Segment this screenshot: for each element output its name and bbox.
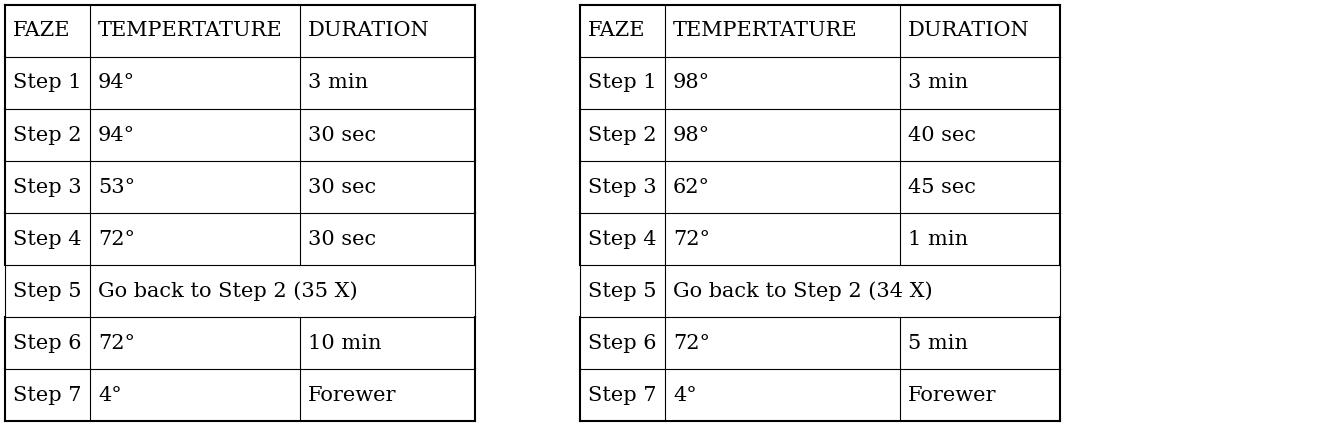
Text: Forewer: Forewer <box>908 385 996 405</box>
Text: 72°: 72° <box>673 334 710 352</box>
Text: 94°: 94° <box>98 74 136 92</box>
Text: Step 2: Step 2 <box>13 126 82 144</box>
Text: 53°: 53° <box>98 177 136 197</box>
Text: 62°: 62° <box>673 177 710 197</box>
Text: FAZE: FAZE <box>588 21 646 41</box>
Text: Step 3: Step 3 <box>588 177 656 197</box>
Text: Forewer: Forewer <box>308 385 397 405</box>
Text: 30 sec: 30 sec <box>308 126 376 144</box>
Text: 30 sec: 30 sec <box>308 229 376 249</box>
Text: TEMPERTATURE: TEMPERTATURE <box>673 21 858 41</box>
Text: Step 1: Step 1 <box>588 74 656 92</box>
Text: 10 min: 10 min <box>308 334 381 352</box>
Text: 98°: 98° <box>673 74 710 92</box>
Text: 3 min: 3 min <box>908 74 969 92</box>
Text: DURATION: DURATION <box>308 21 430 41</box>
Text: Step 6: Step 6 <box>13 334 82 352</box>
Text: FAZE: FAZE <box>13 21 70 41</box>
Text: 5 min: 5 min <box>908 334 967 352</box>
Text: Step 6: Step 6 <box>588 334 656 352</box>
Text: 30 sec: 30 sec <box>308 177 376 197</box>
Text: Step 5: Step 5 <box>588 282 656 300</box>
Text: 3 min: 3 min <box>308 74 368 92</box>
Text: 4°: 4° <box>673 385 697 405</box>
Text: 98°: 98° <box>673 126 710 144</box>
Text: Step 7: Step 7 <box>588 385 656 405</box>
Text: Step 3: Step 3 <box>13 177 82 197</box>
Text: 72°: 72° <box>98 334 134 352</box>
Text: Go back to Step 2 (35 X): Go back to Step 2 (35 X) <box>98 281 357 301</box>
Text: 4°: 4° <box>98 385 121 405</box>
Text: Step 4: Step 4 <box>588 229 656 249</box>
Text: DURATION: DURATION <box>908 21 1029 41</box>
Text: Step 5: Step 5 <box>13 282 82 300</box>
Text: TEMPERTATURE: TEMPERTATURE <box>98 21 282 41</box>
Text: Step 2: Step 2 <box>588 126 656 144</box>
Text: 72°: 72° <box>673 229 710 249</box>
Text: Go back to Step 2 (34 X): Go back to Step 2 (34 X) <box>673 281 933 301</box>
Text: Step 7: Step 7 <box>13 385 82 405</box>
Text: 72°: 72° <box>98 229 134 249</box>
Text: 45 sec: 45 sec <box>908 177 975 197</box>
Text: 94°: 94° <box>98 126 136 144</box>
Text: 1 min: 1 min <box>908 229 969 249</box>
Text: 40 sec: 40 sec <box>908 126 977 144</box>
Text: Step 4: Step 4 <box>13 229 82 249</box>
Text: Step 1: Step 1 <box>13 74 82 92</box>
